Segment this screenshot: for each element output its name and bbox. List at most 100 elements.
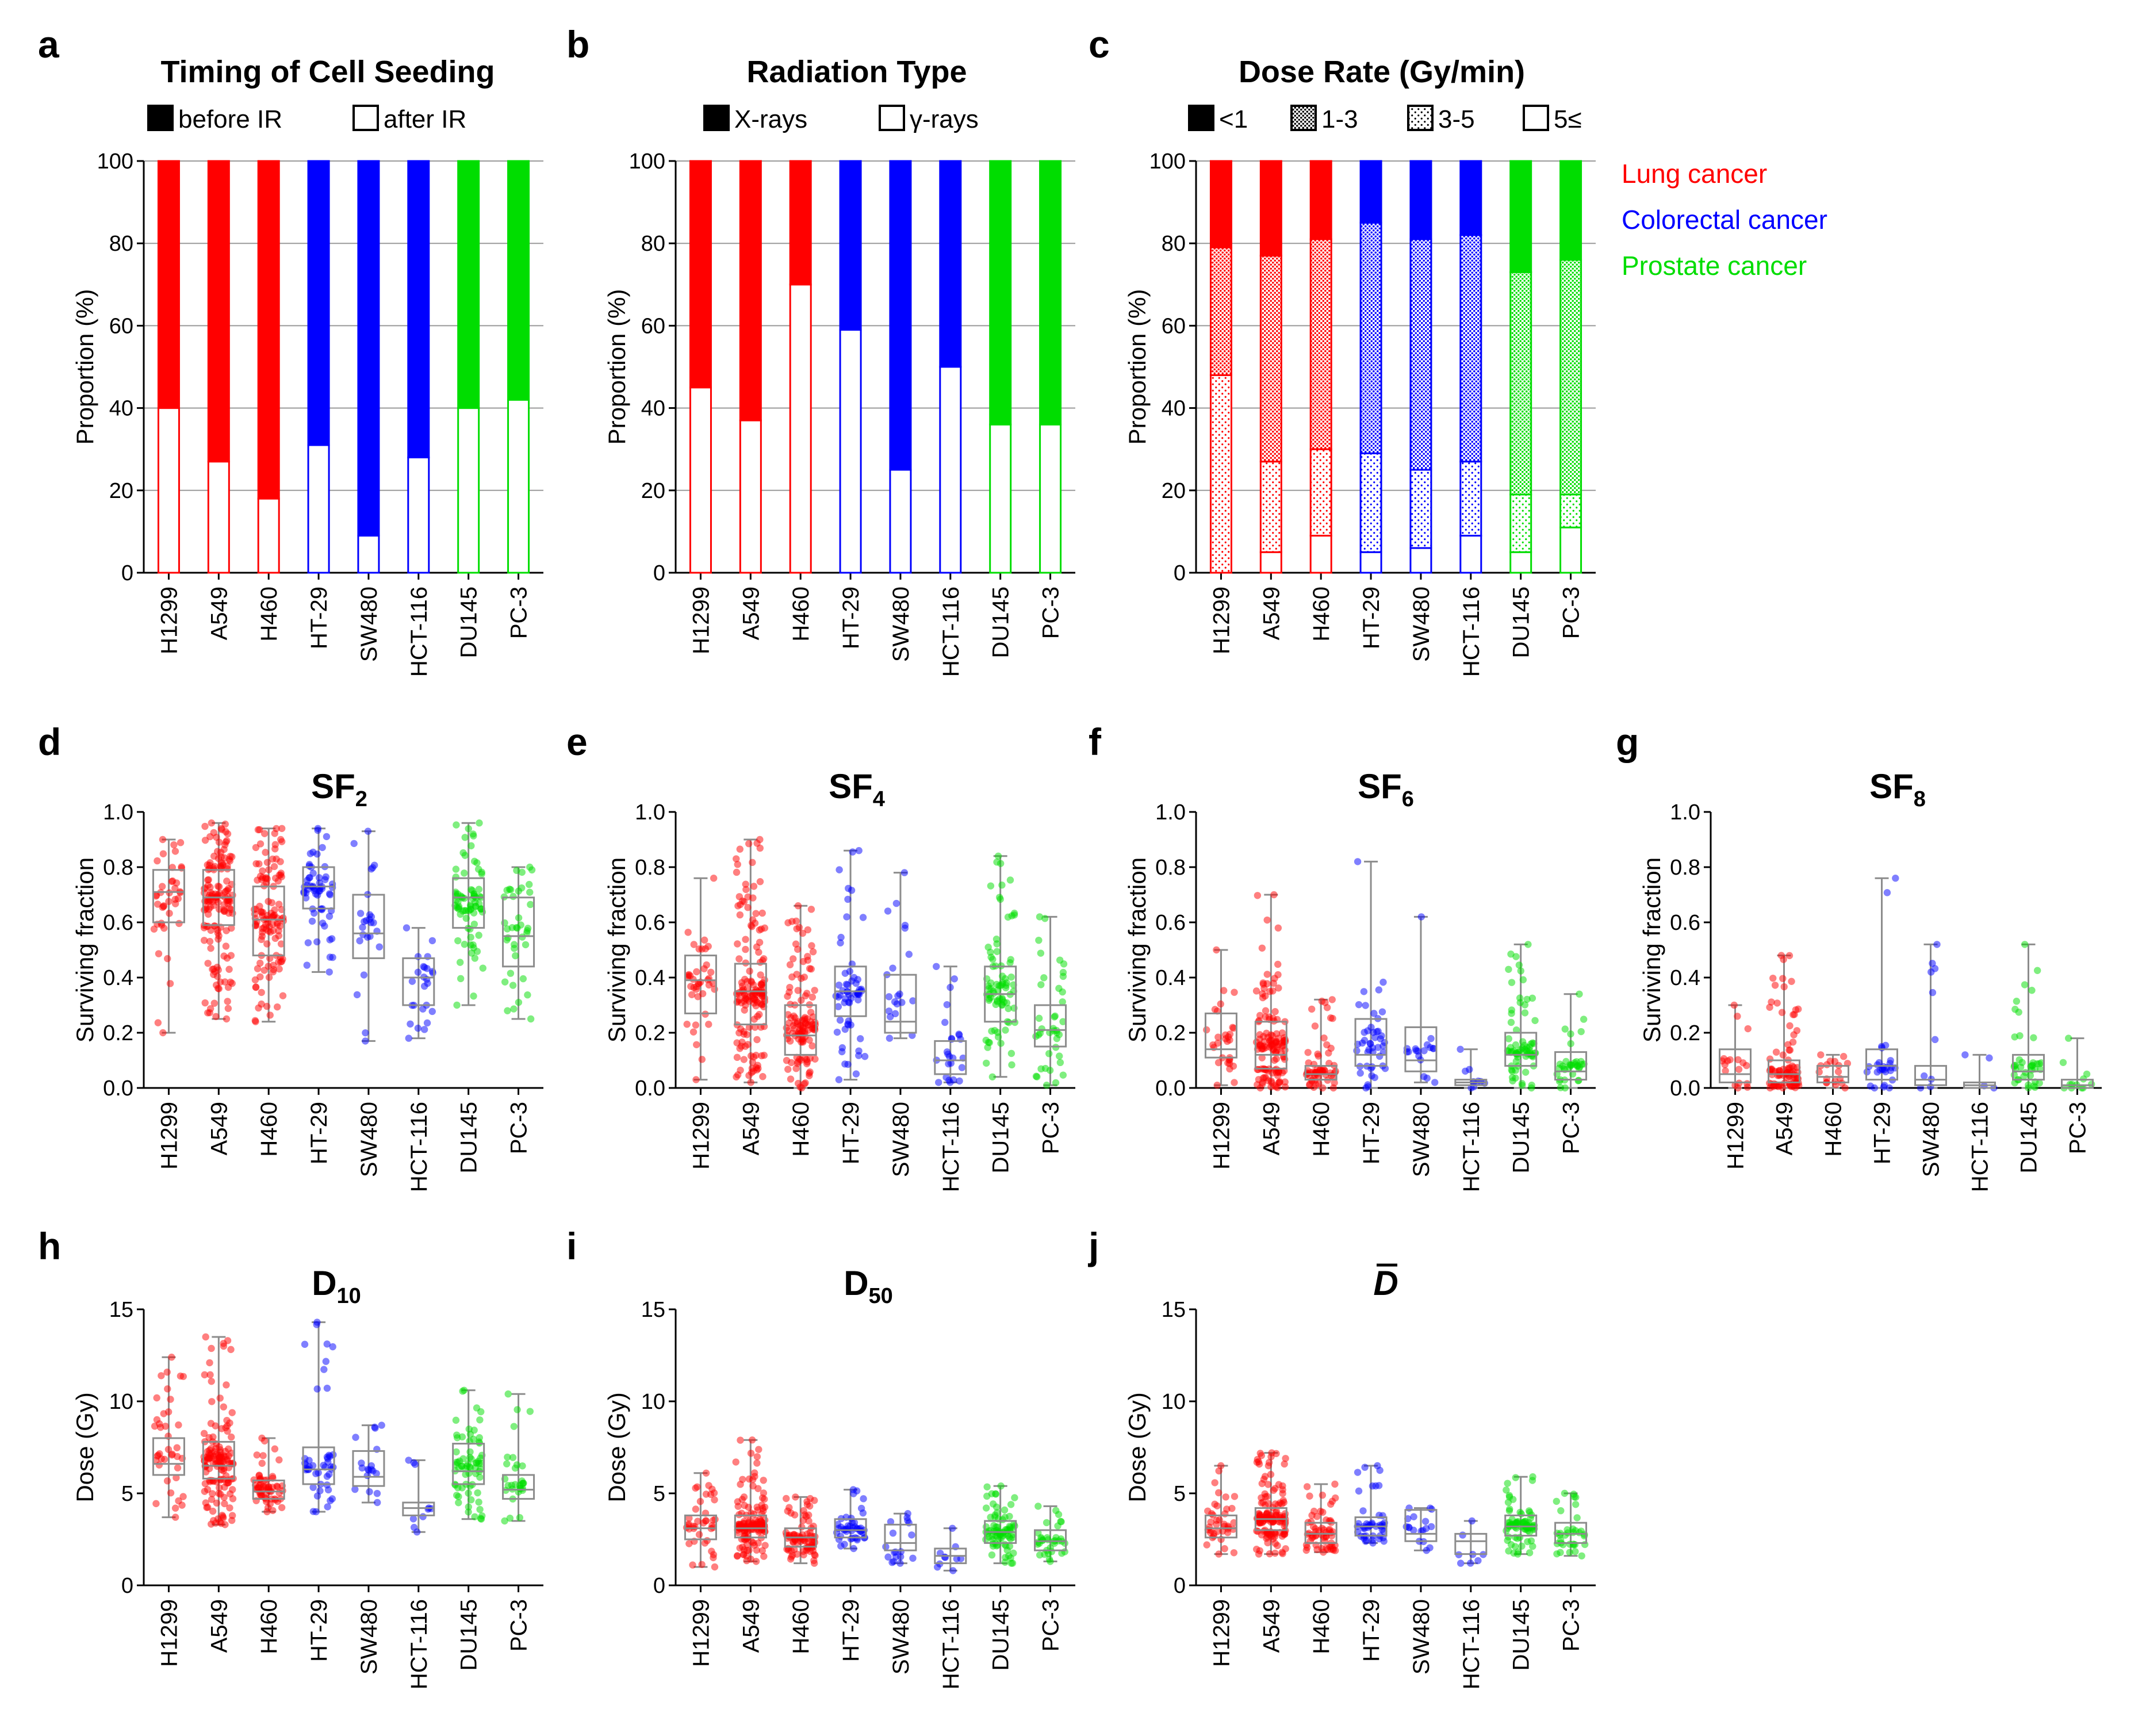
- data-point: [705, 1021, 712, 1028]
- data-point: [312, 1470, 320, 1477]
- data-point: [799, 929, 807, 937]
- data-point: [153, 1394, 160, 1402]
- data-point: [1371, 1074, 1378, 1082]
- data-point: [849, 848, 856, 856]
- data-point: [1045, 1555, 1053, 1563]
- data-point: [852, 1070, 860, 1078]
- x-tick-label: A549: [738, 587, 764, 640]
- data-point: [454, 898, 462, 906]
- data-point: [1211, 1479, 1218, 1486]
- data-point: [351, 1485, 359, 1493]
- data-point: [1775, 1083, 1782, 1090]
- data-point: [201, 822, 209, 830]
- data-point: [1431, 1079, 1439, 1086]
- data-point: [323, 1340, 331, 1348]
- x-tick-label: HT-29: [1359, 1599, 1384, 1662]
- data-point: [167, 1489, 175, 1497]
- data-point: [174, 1453, 181, 1461]
- box: [684, 1514, 717, 1540]
- data-point: [216, 1448, 224, 1456]
- data-point: [155, 1461, 163, 1469]
- data-point: [757, 1024, 765, 1031]
- panel-f: f SF6 0.0 0.2 0.4 0.6 0.8 1.0 H1299 A549 H460 HT-29…: [1089, 721, 1596, 1192]
- data-point: [1427, 1034, 1435, 1043]
- data-point: [760, 1052, 768, 1059]
- data-point: [226, 1504, 233, 1512]
- data-point: [475, 865, 482, 873]
- data-point: [1886, 1084, 1893, 1092]
- data-point: [455, 1499, 462, 1507]
- data-point: [200, 1430, 208, 1438]
- data-point: [737, 1066, 744, 1074]
- bar-segment: [507, 398, 530, 574]
- data-point: [1420, 1047, 1428, 1055]
- data-point: [1211, 1006, 1219, 1013]
- data-point: [982, 1504, 990, 1512]
- panel-letter: h: [38, 1225, 61, 1267]
- data-point: [209, 1517, 217, 1524]
- x-tick-label: DU145: [988, 1102, 1014, 1174]
- data-point: [1059, 1071, 1067, 1079]
- data-point: [857, 1528, 864, 1535]
- data-point: [1005, 1005, 1012, 1013]
- data-point: [1305, 1059, 1312, 1067]
- data-point: [213, 1499, 221, 1507]
- data-point: [476, 1473, 484, 1481]
- data-point: [1360, 988, 1368, 995]
- data-point: [217, 865, 225, 873]
- data-point: [357, 910, 365, 917]
- data-point: [802, 992, 809, 999]
- data-point: [155, 950, 163, 957]
- data-point: [748, 1436, 756, 1444]
- data-point: [792, 1493, 799, 1501]
- data-point: [1527, 1040, 1535, 1048]
- y-tick-label: 0.2: [103, 1021, 133, 1045]
- data-point: [518, 884, 526, 892]
- x-tick-label: HT-29: [838, 1102, 864, 1164]
- data-point: [886, 1013, 894, 1021]
- data-point: [700, 936, 708, 944]
- bar-segment: [1459, 160, 1482, 236]
- data-point: [1526, 1508, 1534, 1516]
- data-point: [350, 840, 358, 848]
- data-point: [501, 1517, 508, 1525]
- box: [502, 1474, 535, 1500]
- x-tick-label: PC-3: [507, 587, 532, 639]
- data-point: [795, 1030, 802, 1038]
- data-point: [1917, 1084, 1925, 1092]
- data-point: [356, 937, 363, 945]
- data-point: [209, 1453, 217, 1460]
- data-point: [1426, 1544, 1434, 1551]
- data-point: [1214, 1033, 1222, 1041]
- data-point: [751, 996, 758, 1004]
- data-point: [1036, 1551, 1044, 1559]
- data-point: [1423, 1074, 1431, 1082]
- data-point: [216, 889, 224, 897]
- data-point: [1576, 990, 1583, 998]
- data-point: [784, 992, 791, 1000]
- data-point: [271, 1445, 279, 1453]
- x-tick-label: HCT-116: [938, 1599, 964, 1689]
- data-point: [936, 1549, 944, 1557]
- x-tick-label: H460: [256, 587, 282, 642]
- data-point: [504, 1390, 512, 1398]
- data-point: [1789, 1038, 1797, 1046]
- data-point: [1743, 1061, 1750, 1070]
- data-point: [477, 1459, 485, 1467]
- box: [734, 1514, 767, 1539]
- bar-segment: [1259, 160, 1282, 257]
- data-point: [366, 1488, 373, 1496]
- data-point: [1001, 1506, 1009, 1514]
- data-point: [1059, 1018, 1067, 1025]
- data-point: [363, 933, 371, 941]
- data-point: [750, 1511, 758, 1518]
- data-point: [476, 819, 483, 827]
- data-point: [853, 1487, 861, 1494]
- data-point: [1214, 1059, 1223, 1067]
- bar-segment: [257, 160, 280, 500]
- data-point: [787, 1075, 795, 1083]
- data-point: [1226, 1036, 1233, 1044]
- data-point: [453, 1448, 460, 1456]
- data-point: [152, 891, 160, 899]
- bar-segment: [1559, 526, 1582, 574]
